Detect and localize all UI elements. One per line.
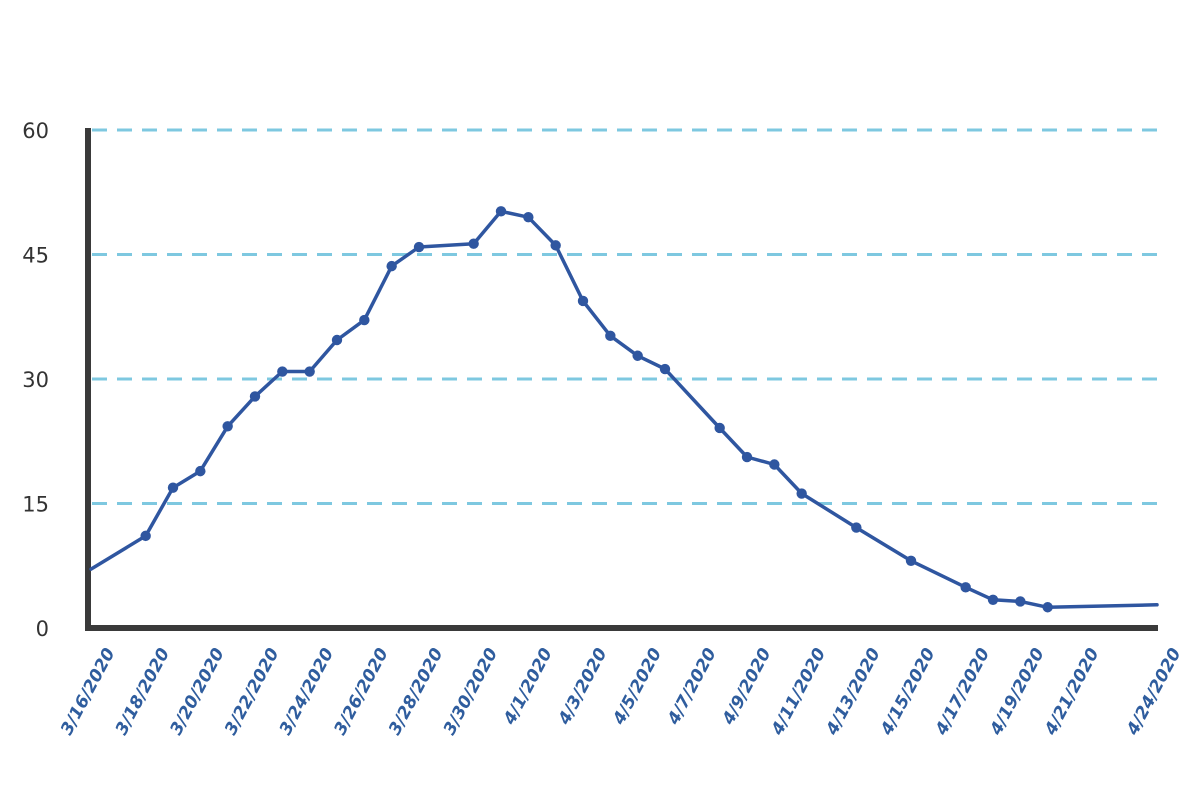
data-point: [277, 366, 288, 377]
data-point: [167, 482, 179, 493]
data-point: [249, 391, 261, 402]
y-tick-label: 45: [22, 244, 49, 268]
data-point: [796, 488, 807, 499]
x-tick-label: 3/18/2020: [112, 645, 174, 739]
x-tick-label: 4/21/2020: [1041, 645, 1104, 739]
data-point: [1042, 602, 1053, 613]
x-tick-label: 3/24/2020: [276, 645, 338, 739]
x-tick-label: 4/11/2020: [767, 645, 830, 739]
y-axis-tick-labels: 0 15 30 45 60: [22, 119, 49, 641]
data-point: [851, 522, 862, 533]
series-line: [89, 209, 1159, 610]
x-tick-label: 4/13/2020: [822, 645, 885, 739]
x-axis-tick-labels: 3/16/20203/18/20203/20/20203/22/20203/24…: [57, 645, 1185, 739]
y-tick-label: 0: [36, 617, 49, 641]
x-tick-label: 3/16/2020: [57, 645, 119, 739]
x-tick-label: 3/30/2020: [440, 645, 502, 739]
x-tick-label: 4/5/2020: [609, 645, 666, 729]
data-point: [195, 465, 206, 477]
data-point: [960, 582, 971, 593]
data-point: [987, 594, 999, 605]
data-point: [331, 334, 343, 346]
data-point: [577, 295, 589, 307]
data-point: [1015, 596, 1026, 607]
y-tick-label: 60: [22, 119, 49, 143]
data-point: [659, 363, 671, 375]
data-point: [359, 314, 370, 326]
data-point: [413, 241, 425, 253]
data-point: [714, 422, 725, 434]
data-point: [523, 211, 534, 223]
x-tick-label: 3/26/2020: [330, 645, 392, 739]
data-point: [632, 350, 643, 361]
x-tick-label: 4/15/2020: [877, 645, 940, 739]
data-point: [741, 451, 753, 463]
data-point: [769, 459, 780, 470]
data-point: [140, 530, 151, 542]
x-tick-label: 4/9/2020: [718, 645, 775, 729]
data-point: [495, 206, 507, 217]
x-tick-label: 4/17/2020: [931, 645, 994, 739]
axes: [85, 128, 1158, 631]
x-tick-label: 4/7/2020: [663, 645, 720, 729]
x-tick-label: 4/19/2020: [986, 645, 1049, 739]
x-tick-label: 4/3/2020: [554, 645, 611, 729]
data-point: [222, 421, 233, 432]
x-tick-label: 4/1/2020: [499, 645, 556, 729]
data-point: [386, 260, 397, 272]
x-tick-label: 3/20/2020: [166, 645, 228, 739]
data-point: [304, 366, 315, 377]
data-point: [905, 555, 917, 566]
y-tick-label: 30: [22, 368, 49, 392]
x-tick-label: 3/22/2020: [221, 645, 283, 739]
x-tick-label: 3/28/2020: [385, 645, 447, 739]
data-point: [468, 238, 479, 249]
gridlines: [92, 128, 1160, 505]
series: [89, 206, 1159, 613]
y-tick-label: 15: [22, 493, 49, 517]
data-point: [605, 330, 616, 342]
data-point: [550, 240, 561, 251]
x-tick-label: 4/24/2020: [1123, 645, 1186, 739]
